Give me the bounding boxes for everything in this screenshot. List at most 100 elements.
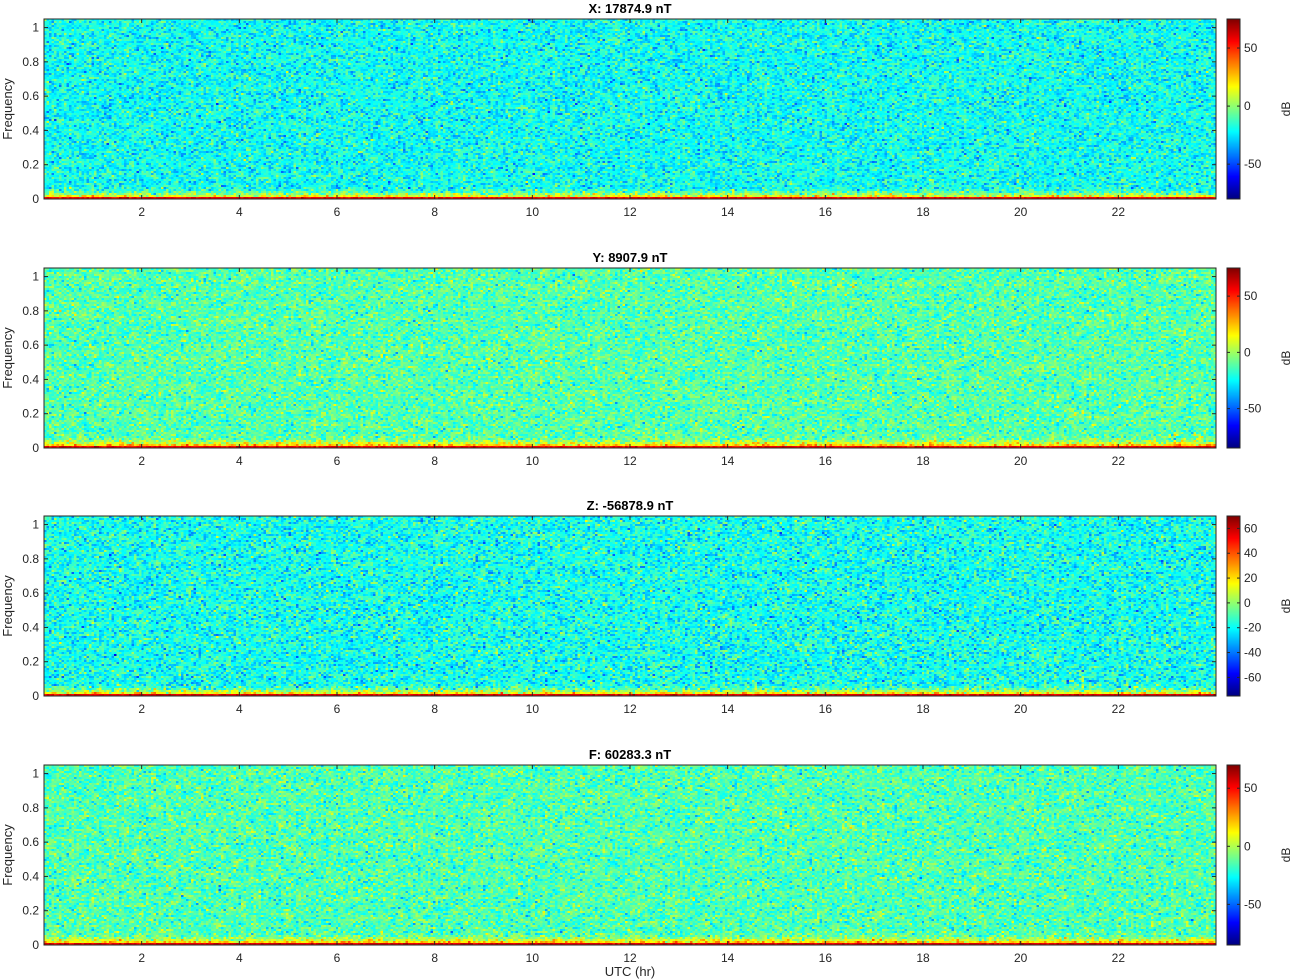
y-tick-label: 0 xyxy=(32,938,39,952)
y-axis-label: Frequency xyxy=(0,78,15,140)
x-tick-label: 2 xyxy=(138,951,145,965)
y-tick-label: 0.4 xyxy=(22,123,39,137)
colorbar-tick-label: 0 xyxy=(1244,839,1251,853)
colorbar-tick-label: 60 xyxy=(1244,521,1258,535)
x-axis-label: UTC (hr) xyxy=(605,964,656,979)
colorbar: -50 0 50 dB xyxy=(1226,18,1293,200)
spectrogram-panel-4: F: 60283.3 nT2 4 6 8 10 12 14 16 18 20 2200.20.40.… xyxy=(0,747,1293,979)
colorbar-tick-label: -50 xyxy=(1244,402,1262,416)
spectrogram-heatmap xyxy=(44,268,1216,448)
y-tick-label: 0 xyxy=(32,441,39,455)
colorbar-tick-label: -40 xyxy=(1244,646,1262,660)
y-tick-label: 0 xyxy=(32,192,39,206)
x-tick-label: 20 xyxy=(1014,205,1028,219)
panel-title: F: 60283.3 nT xyxy=(589,747,671,762)
panel-title: Z: -56878.9 nT xyxy=(587,498,674,513)
colorbar-frame xyxy=(1226,267,1241,449)
y-tick-label: 0.4 xyxy=(22,869,39,883)
x-tick-label: 18 xyxy=(916,951,930,965)
x-tick-label: 4 xyxy=(236,951,243,965)
colorbar-frame xyxy=(1226,18,1241,200)
x-tick-label: 4 xyxy=(236,205,243,219)
spectrogram-heatmap xyxy=(44,19,1216,199)
colorbar-tick-label: -20 xyxy=(1244,621,1262,635)
x-tick-label: 22 xyxy=(1112,702,1126,716)
x-tick-label: 18 xyxy=(916,454,930,468)
x-tick-label: 10 xyxy=(526,951,540,965)
colorbar-frame xyxy=(1226,764,1241,946)
x-tick-label: 16 xyxy=(819,205,833,219)
y-tick-label: 1 xyxy=(32,21,39,35)
x-tick-label: 8 xyxy=(431,951,438,965)
x-tick-label: 20 xyxy=(1014,702,1028,716)
colorbar-tick-label: 0 xyxy=(1244,596,1251,610)
x-tick-label: 18 xyxy=(916,205,930,219)
y-tick-label: 0.6 xyxy=(22,586,39,600)
x-tick-label: 2 xyxy=(138,205,145,219)
x-tick-label: 10 xyxy=(526,702,540,716)
colorbar-tick-label: 50 xyxy=(1244,289,1258,303)
y-tick-label: 0.6 xyxy=(22,338,39,352)
x-tick-label: 10 xyxy=(526,205,540,219)
y-tick-label: 0.8 xyxy=(22,552,39,566)
colorbar-tick-label: 0 xyxy=(1244,345,1251,359)
colorbar-gradient xyxy=(1227,516,1240,696)
colorbar-gradient xyxy=(1227,765,1240,945)
y-axis-label: Frequency xyxy=(0,824,15,886)
y-tick-label: 0.2 xyxy=(22,904,39,918)
spectrogram-panel-2: Y: 8907.9 nT2 4 6 8 10 12 14 16 18 20 2200.20.40.6… xyxy=(0,250,1293,468)
y-tick-label: 0.2 xyxy=(22,655,39,669)
x-tick-label: 4 xyxy=(236,454,243,468)
y-tick-label: 0.6 xyxy=(22,835,39,849)
colorbar-tick-label: -60 xyxy=(1244,670,1262,684)
x-tick-label: 22 xyxy=(1112,951,1126,965)
y-tick-label: 0.2 xyxy=(22,407,39,421)
y-tick-label: 0.4 xyxy=(22,620,39,634)
x-tick-label: 6 xyxy=(334,454,341,468)
x-tick-label: 8 xyxy=(431,205,438,219)
x-tick-label: 18 xyxy=(916,702,930,716)
panel-title: X: 17874.9 nT xyxy=(588,1,671,16)
colorbar: -60 -40 -20 0 20 40 60 dB xyxy=(1226,515,1293,697)
panel-title: Y: 8907.9 nT xyxy=(593,250,668,265)
colorbar-frame xyxy=(1226,515,1241,697)
colorbar-tick-label: 40 xyxy=(1244,546,1258,560)
x-tick-label: 12 xyxy=(623,702,637,716)
x-tick-label: 2 xyxy=(138,454,145,468)
colorbar-tick-label: 20 xyxy=(1244,571,1258,585)
x-tick-label: 8 xyxy=(431,702,438,716)
y-tick-label: 0.8 xyxy=(22,801,39,815)
x-tick-label: 2 xyxy=(138,702,145,716)
x-tick-label: 14 xyxy=(721,454,735,468)
colorbar-label: dB xyxy=(1279,599,1293,614)
x-tick-label: 22 xyxy=(1112,454,1126,468)
colorbar-label: dB xyxy=(1279,102,1293,117)
y-tick-label: 0.4 xyxy=(22,372,39,386)
y-tick-label: 1 xyxy=(32,518,39,532)
y-axis-label: Frequency xyxy=(0,575,15,637)
y-tick-label: 1 xyxy=(32,767,39,781)
y-tick-label: 0.2 xyxy=(22,158,39,172)
x-tick-label: 20 xyxy=(1014,951,1028,965)
colorbar-tick-label: -50 xyxy=(1244,157,1262,171)
x-tick-label: 8 xyxy=(431,454,438,468)
colorbar-tick-label: -50 xyxy=(1244,897,1262,911)
x-tick-label: 22 xyxy=(1112,205,1126,219)
spectrogram-heatmap xyxy=(44,765,1216,945)
x-tick-label: 16 xyxy=(819,951,833,965)
y-tick-label: 0.8 xyxy=(22,55,39,69)
colorbar: -50 0 50 dB xyxy=(1226,267,1293,449)
y-tick-label: 0.8 xyxy=(22,304,39,318)
x-tick-label: 12 xyxy=(623,951,637,965)
spectrogram-heatmap xyxy=(44,516,1216,696)
y-axis-label: Frequency xyxy=(0,327,15,389)
y-tick-label: 1 xyxy=(32,270,39,284)
y-tick-label: 0.6 xyxy=(22,89,39,103)
colorbar-label: dB xyxy=(1279,848,1293,863)
colorbar: -50 0 50 dB xyxy=(1226,764,1293,946)
x-tick-label: 14 xyxy=(721,702,735,716)
x-tick-label: 14 xyxy=(721,205,735,219)
x-tick-label: 20 xyxy=(1014,454,1028,468)
colorbar-gradient xyxy=(1227,268,1240,448)
